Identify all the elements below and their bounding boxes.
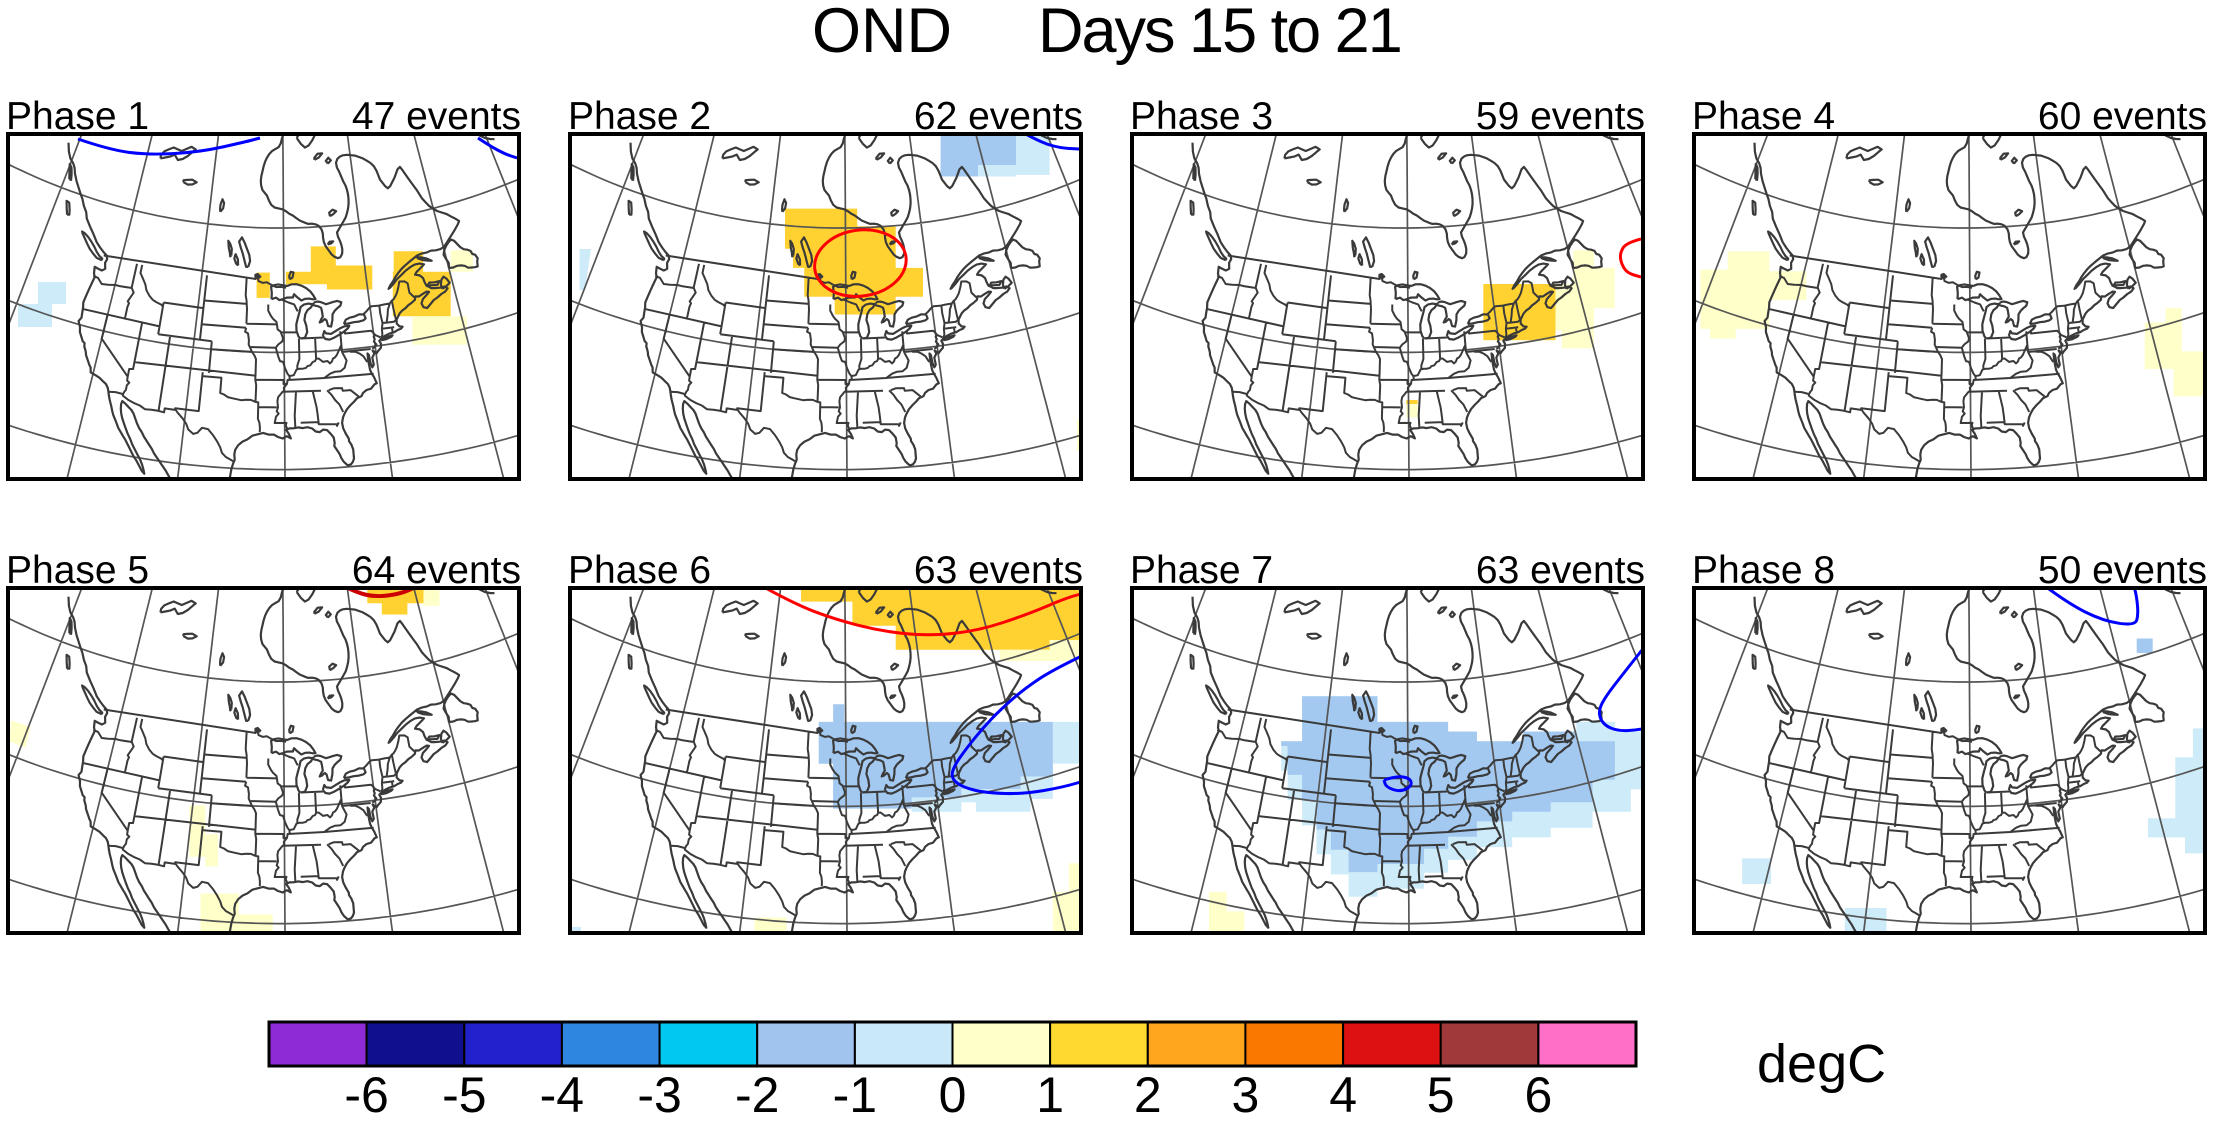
svg-text:50 events: 50 events xyxy=(2038,549,2207,592)
svg-text:Phase 8: Phase 8 xyxy=(1692,549,1835,592)
svg-text:OND: OND xyxy=(812,0,952,66)
svg-text:-3: -3 xyxy=(637,1067,681,1122)
svg-text:-6: -6 xyxy=(344,1067,388,1122)
svg-text:64 events: 64 events xyxy=(352,549,521,592)
svg-text:6: 6 xyxy=(1524,1067,1552,1122)
svg-text:47 events: 47 events xyxy=(352,95,521,138)
svg-text:-4: -4 xyxy=(540,1067,584,1122)
svg-text:Phase 6: Phase 6 xyxy=(568,549,711,592)
svg-text:Phase 5: Phase 5 xyxy=(6,549,149,592)
svg-text:-2: -2 xyxy=(735,1067,779,1122)
svg-text:63 events: 63 events xyxy=(1476,549,1645,592)
svg-text:1: 1 xyxy=(1036,1067,1064,1122)
svg-text:-1: -1 xyxy=(833,1067,877,1122)
svg-text:-5: -5 xyxy=(442,1067,486,1122)
svg-text:Phase 2: Phase 2 xyxy=(568,95,711,138)
svg-text:Phase 1: Phase 1 xyxy=(6,95,149,138)
svg-text:4: 4 xyxy=(1329,1067,1357,1122)
svg-text:Phase 4: Phase 4 xyxy=(1692,95,1835,138)
svg-text:Days 15 to 21: Days 15 to 21 xyxy=(1038,0,1401,66)
svg-text:5: 5 xyxy=(1427,1067,1455,1122)
svg-text:Phase 3: Phase 3 xyxy=(1130,95,1273,138)
svg-text:0: 0 xyxy=(939,1067,967,1122)
svg-text:60 events: 60 events xyxy=(2038,95,2207,138)
svg-text:59 events: 59 events xyxy=(1476,95,1645,138)
svg-text:2: 2 xyxy=(1134,1067,1162,1122)
svg-text:degC: degC xyxy=(1757,1034,1886,1094)
svg-text:62 events: 62 events xyxy=(914,95,1083,138)
svg-text:63 events: 63 events xyxy=(914,549,1083,592)
svg-text:Phase 7: Phase 7 xyxy=(1130,549,1273,592)
svg-text:3: 3 xyxy=(1231,1067,1259,1122)
